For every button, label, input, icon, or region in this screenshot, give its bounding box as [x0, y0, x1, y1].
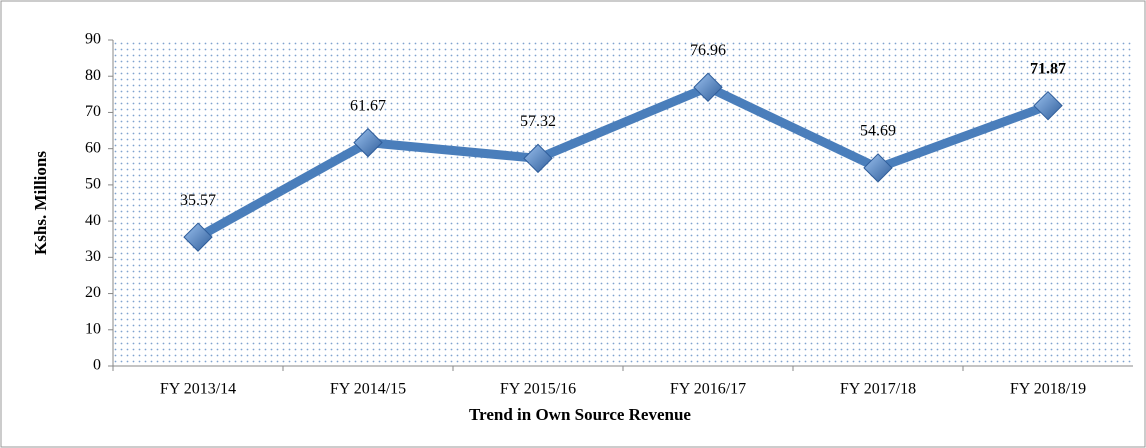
marker	[1033, 90, 1063, 121]
marker	[863, 153, 893, 183]
x-tick-label: FY 2013/14	[160, 381, 236, 398]
y-tick-label: 0	[93, 357, 101, 374]
x-tick-label: FY 2016/17	[670, 381, 746, 398]
x-tick-label: FY 2017/18	[840, 381, 916, 398]
y-axis-label: Kshs. Millions	[31, 151, 50, 255]
y-tick-label: 20	[85, 284, 101, 301]
value-label: 35.57	[180, 192, 216, 209]
marker	[353, 127, 383, 158]
y-tick-label: 40	[85, 212, 101, 229]
y-tick-label: 90	[85, 31, 101, 48]
marker	[523, 143, 553, 174]
y-tick-label: 50	[85, 176, 101, 193]
y-tick-label: 80	[85, 67, 101, 84]
line	[195, 82, 1050, 242]
x-tick-label: FY 2015/16	[500, 381, 576, 398]
x-tick-label: FY 2014/15	[330, 381, 406, 398]
y-tick-label: 60	[85, 139, 101, 156]
y-tick-label: 10	[85, 320, 101, 337]
marker	[693, 72, 723, 102]
value-label: 57.32	[520, 113, 556, 130]
y-tick-label: 30	[85, 248, 101, 265]
value-label: 54.69	[860, 123, 896, 140]
marker	[183, 222, 213, 252]
y-tick-label: 70	[85, 103, 101, 120]
value-label: 71.87	[1030, 60, 1066, 77]
plot-area	[113, 40, 1133, 366]
value-label: 76.96	[690, 42, 726, 59]
x-axis-label: Trend in Own Source Revenue	[469, 405, 691, 424]
value-label: 61.67	[350, 97, 386, 114]
x-tick-label: FY 2018/19	[1010, 381, 1086, 398]
